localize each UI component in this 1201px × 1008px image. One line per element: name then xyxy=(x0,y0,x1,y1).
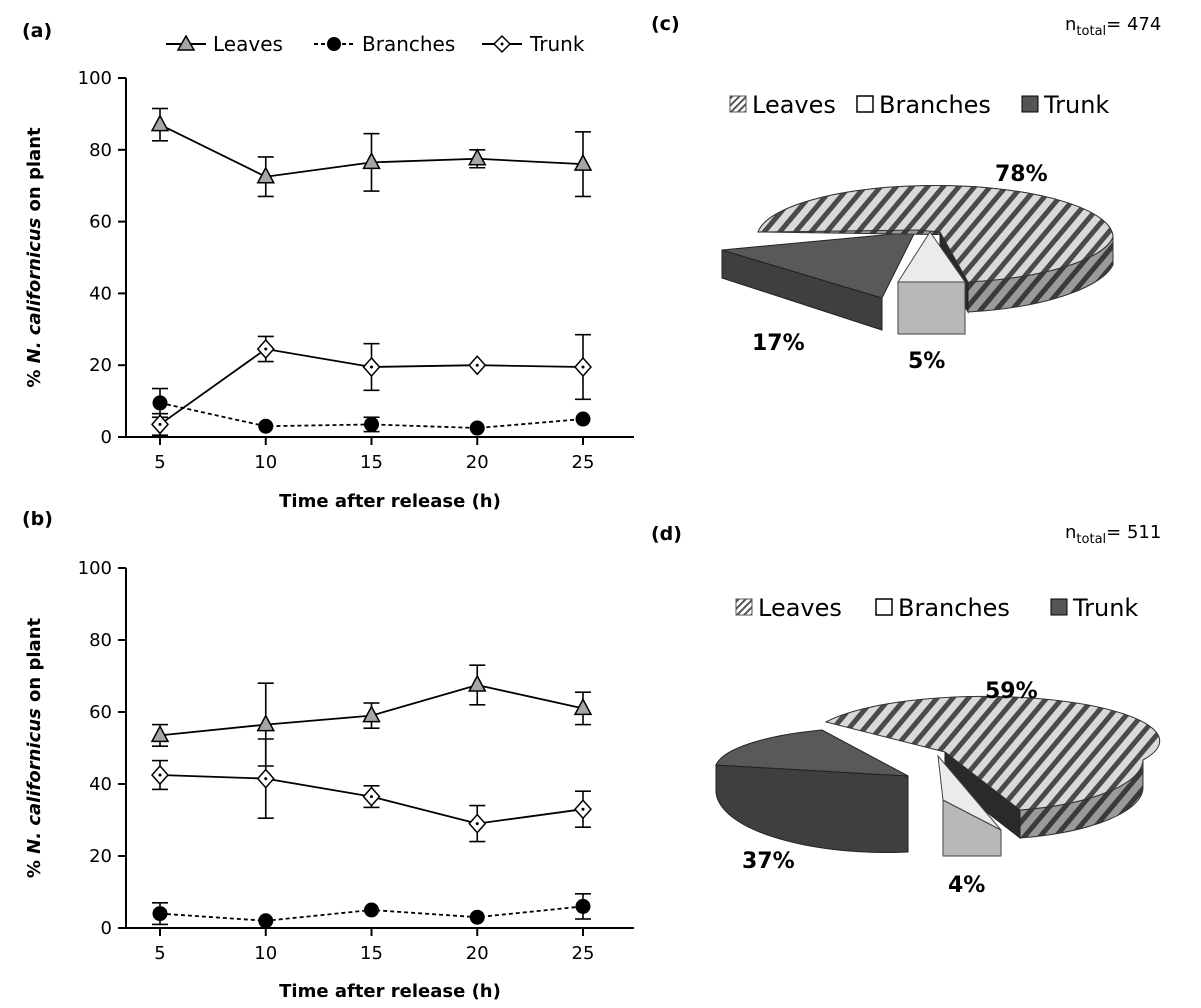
data-point-triangle xyxy=(469,150,485,165)
y-tick-label: 40 xyxy=(89,774,112,795)
line-chart-a: 0 20 40 60 80 100 5 10 15 20 25 Time after release … xyxy=(24,68,634,512)
pie-chart-c: Leaves Branches Trunk 78% 5% 17% xyxy=(722,91,1113,374)
x-tick-label: 25 xyxy=(572,452,595,473)
legend-label-trunk: Trunk xyxy=(529,32,585,56)
diamond-center-dot xyxy=(264,348,267,351)
pie-value-label: 37% xyxy=(742,849,795,874)
legend-item-trunk: Trunk xyxy=(482,32,585,56)
data-point-circle xyxy=(258,419,273,434)
pie-legend-label: Leaves xyxy=(758,594,842,622)
data-point-circle xyxy=(470,910,485,925)
legend-item-branches: Branches xyxy=(314,32,455,56)
y-tick-label: 100 xyxy=(78,68,112,89)
data-point-triangle xyxy=(152,726,168,741)
diamond-center-dot xyxy=(159,423,162,426)
pie-value-label: 78% xyxy=(995,162,1048,187)
pie-legend-label: Branches xyxy=(898,594,1010,622)
pie-legend-c: Leaves Branches Trunk xyxy=(730,91,1109,119)
pie-legend-d: Leaves Branches Trunk xyxy=(736,594,1138,622)
x-tick-label: 5 xyxy=(154,943,165,964)
data-point-circle xyxy=(258,913,273,928)
diamond-center-dot xyxy=(159,774,162,777)
data-point-circle xyxy=(364,903,379,918)
n-total-c: ntotal= 474 xyxy=(1065,14,1161,39)
diamond-center-dot xyxy=(582,365,585,368)
data-point-circle xyxy=(153,906,168,921)
pie-value-label: 5% xyxy=(908,349,945,374)
dark-swatch-icon xyxy=(1051,599,1067,615)
y-axis-title: % N. californicus on plant xyxy=(24,127,45,388)
diamond-center-dot xyxy=(582,808,585,811)
series-branches xyxy=(152,389,591,436)
y-tick-label: 60 xyxy=(89,702,112,723)
pie-slice-trunk xyxy=(722,232,915,330)
y-axis-title: % N. californicus on plant xyxy=(24,617,45,878)
line-chart-b: 0 20 40 60 80 100 5 10 15 20 25 Time after release … xyxy=(24,558,634,1002)
diamond-center-dot xyxy=(476,364,479,367)
hatch-swatch-icon xyxy=(736,599,752,615)
diamond-center-dot xyxy=(264,777,267,780)
white-swatch-icon xyxy=(857,96,873,112)
y-tick-label: 100 xyxy=(78,558,112,579)
diamond-center-dot xyxy=(476,822,479,825)
pie-legend-label: Trunk xyxy=(1043,91,1109,119)
panel-label-b: (b) xyxy=(22,508,53,530)
pie-chart-d: Leaves Branches Trunk 59% 4% 37% xyxy=(716,594,1160,898)
legend-label-branches: Branches xyxy=(362,32,455,56)
series-leaves xyxy=(152,665,591,766)
pie-legend-label: Branches xyxy=(879,91,991,119)
pie-slice-trunk xyxy=(716,730,908,853)
y-tick-label: 20 xyxy=(89,355,112,376)
x-tick-label: 10 xyxy=(254,452,277,473)
pie-legend-label: Trunk xyxy=(1072,594,1138,622)
x-tick-label: 20 xyxy=(466,452,489,473)
legend-item-leaves: Leaves xyxy=(166,32,283,56)
y-tick-label: 80 xyxy=(89,630,112,651)
pie-value-label: 4% xyxy=(948,873,985,898)
pie-value-label: 17% xyxy=(752,331,805,356)
y-tick-label: 0 xyxy=(101,918,112,939)
x-tick-label: 25 xyxy=(572,943,595,964)
panel-label-c: (c) xyxy=(651,13,680,35)
pie-value-label: 59% xyxy=(985,679,1038,704)
white-swatch-icon xyxy=(876,599,892,615)
dark-swatch-icon xyxy=(1022,96,1038,112)
x-tick-label: 10 xyxy=(254,943,277,964)
x-axis-title: Time after release (h) xyxy=(279,981,501,1002)
x-tick-label: 15 xyxy=(360,943,383,964)
pie-legend-label: Leaves xyxy=(752,91,836,119)
x-tick-label: 15 xyxy=(360,452,383,473)
y-tick-label: 0 xyxy=(101,427,112,448)
data-point-triangle xyxy=(469,676,485,691)
panel-label-a: (a) xyxy=(22,20,52,42)
data-point-triangle xyxy=(364,153,380,168)
series-branches xyxy=(152,894,591,929)
x-tick-label: 5 xyxy=(154,452,165,473)
hatch-swatch-icon xyxy=(730,96,746,112)
y-tick-label: 80 xyxy=(89,140,112,161)
circle-marker-icon xyxy=(327,37,341,51)
n-total-d: ntotal= 511 xyxy=(1065,522,1161,547)
data-point-circle xyxy=(364,417,379,432)
series-leaves xyxy=(152,109,591,197)
y-tick-label: 60 xyxy=(89,212,112,233)
data-point-circle xyxy=(576,899,591,914)
data-point-triangle xyxy=(575,155,591,170)
panel-label-d: (d) xyxy=(651,523,682,545)
x-axis-title: Time after release (h) xyxy=(279,491,501,512)
x-tick-label: 20 xyxy=(466,943,489,964)
y-tick-label: 20 xyxy=(89,846,112,867)
series-trunk xyxy=(152,739,591,842)
data-point-triangle xyxy=(152,116,168,131)
diamond-center-dot xyxy=(370,365,373,368)
data-point-circle xyxy=(153,395,168,410)
data-point-circle xyxy=(576,412,591,427)
diamond-center-dot xyxy=(370,795,373,798)
legend-label-leaves: Leaves xyxy=(213,32,283,56)
line-legend: Leaves Branches Trunk xyxy=(166,32,585,56)
data-point-triangle xyxy=(258,716,274,731)
data-point-circle xyxy=(470,421,485,436)
y-tick-label: 40 xyxy=(89,283,112,304)
